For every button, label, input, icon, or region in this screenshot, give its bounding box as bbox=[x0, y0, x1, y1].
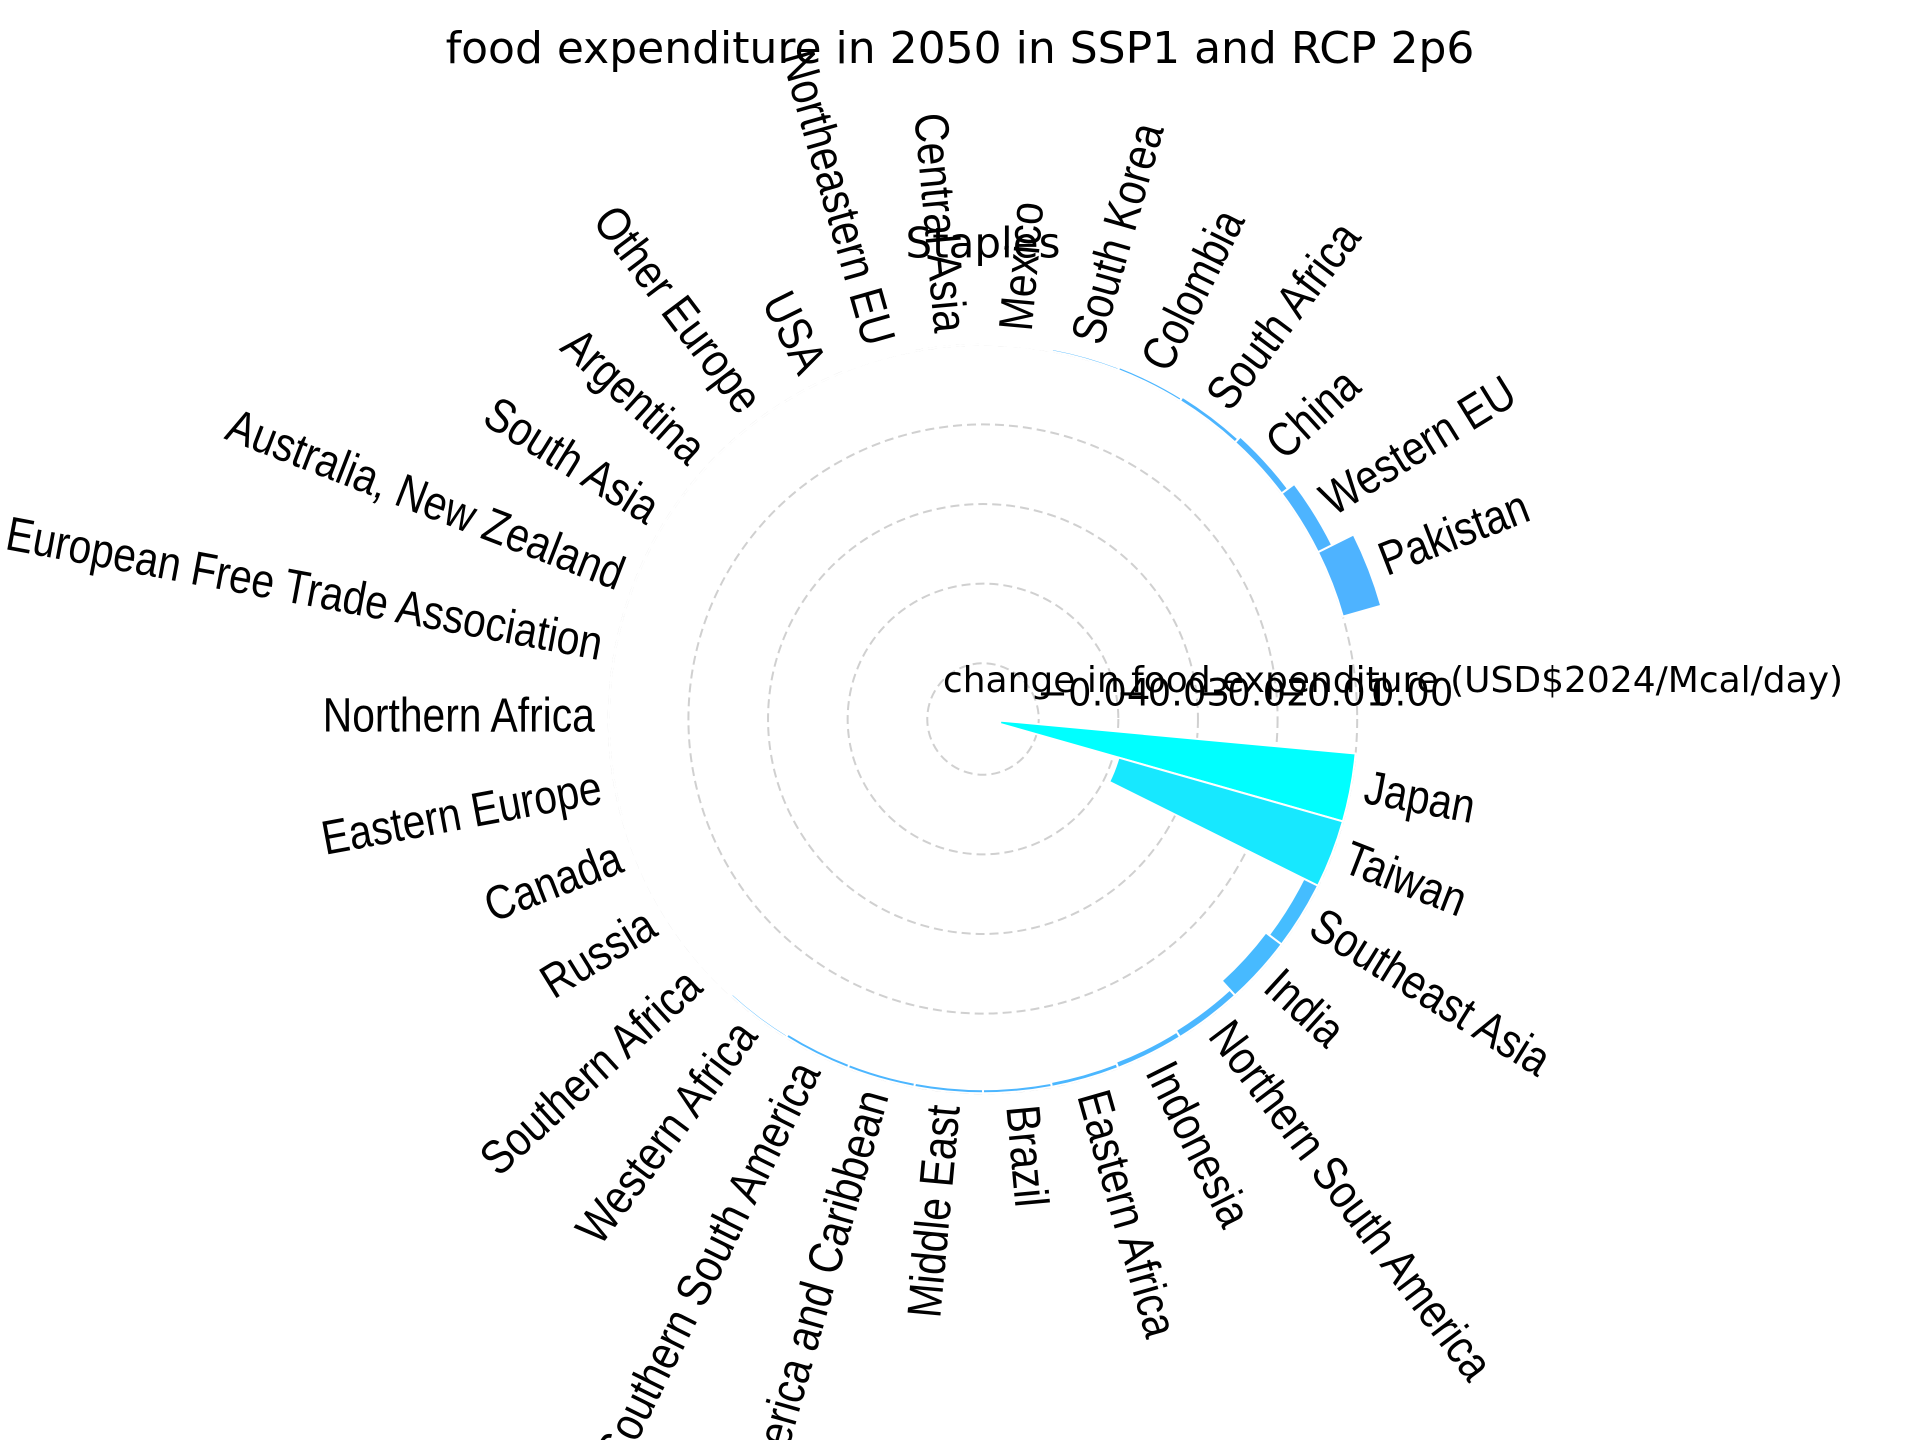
category-label: India bbox=[1254, 959, 1355, 1058]
bar bbox=[609, 753, 625, 822]
category-label: Mexico bbox=[990, 200, 1054, 334]
category-label: Southeast Asia bbox=[1301, 898, 1560, 1086]
category-label: Taiwan bbox=[1337, 832, 1474, 927]
bar bbox=[1116, 365, 1184, 403]
bar bbox=[914, 343, 984, 353]
bar bbox=[1174, 988, 1237, 1039]
category-label: Japan bbox=[1360, 761, 1479, 833]
bar bbox=[1316, 533, 1383, 618]
r-tick-label: −0.02 bbox=[1196, 672, 1309, 715]
bar bbox=[846, 1062, 917, 1088]
category-label: Northern Africa bbox=[323, 690, 595, 743]
r-tick-label: −0.03 bbox=[1117, 672, 1230, 715]
bar bbox=[646, 884, 687, 946]
bar bbox=[982, 342, 1054, 353]
grid-circle bbox=[926, 662, 1040, 776]
grid-circle bbox=[687, 423, 1279, 1015]
bar bbox=[998, 719, 1357, 823]
grid-circle bbox=[846, 582, 1120, 856]
category-label: China bbox=[1256, 358, 1370, 469]
bar bbox=[1220, 931, 1284, 997]
bar bbox=[1050, 347, 1121, 372]
bar bbox=[846, 349, 916, 372]
category-label: Middle East bbox=[898, 1102, 970, 1320]
bar bbox=[1267, 877, 1320, 946]
category-label: USA bbox=[752, 283, 837, 382]
chart-title: food expenditure in 2050 in SSP1 and RCP… bbox=[446, 23, 1475, 74]
bar bbox=[1107, 756, 1345, 888]
bar bbox=[1114, 1030, 1182, 1070]
bar bbox=[647, 492, 686, 553]
r-tick-label: −0.01 bbox=[1276, 672, 1389, 715]
y-axis-label: change in food expenditure (USD$2024/Mca… bbox=[943, 660, 1843, 701]
r-tick-label: −0.04 bbox=[1037, 672, 1150, 715]
r-tick-label: 0.00 bbox=[1371, 672, 1453, 715]
bar bbox=[1178, 395, 1240, 444]
bar bbox=[784, 1032, 851, 1070]
category-label: Pakistan bbox=[1371, 481, 1536, 587]
grid-circle bbox=[607, 343, 1359, 1095]
bar bbox=[1233, 435, 1290, 495]
bar bbox=[607, 684, 612, 754]
category-label: Central Asia bbox=[904, 111, 977, 335]
bar bbox=[1049, 1062, 1120, 1088]
bar bbox=[682, 942, 734, 997]
bar bbox=[609, 616, 625, 685]
bar bbox=[1280, 482, 1334, 554]
category-label: Brazil bbox=[995, 1103, 1057, 1209]
chart-subtitle: Staples bbox=[906, 219, 1061, 268]
bar bbox=[622, 551, 649, 617]
bar bbox=[785, 369, 849, 402]
bar bbox=[982, 1081, 1053, 1095]
bar bbox=[729, 992, 789, 1039]
bar bbox=[913, 1081, 984, 1095]
grid-circle bbox=[767, 503, 1199, 935]
bar bbox=[621, 819, 651, 888]
